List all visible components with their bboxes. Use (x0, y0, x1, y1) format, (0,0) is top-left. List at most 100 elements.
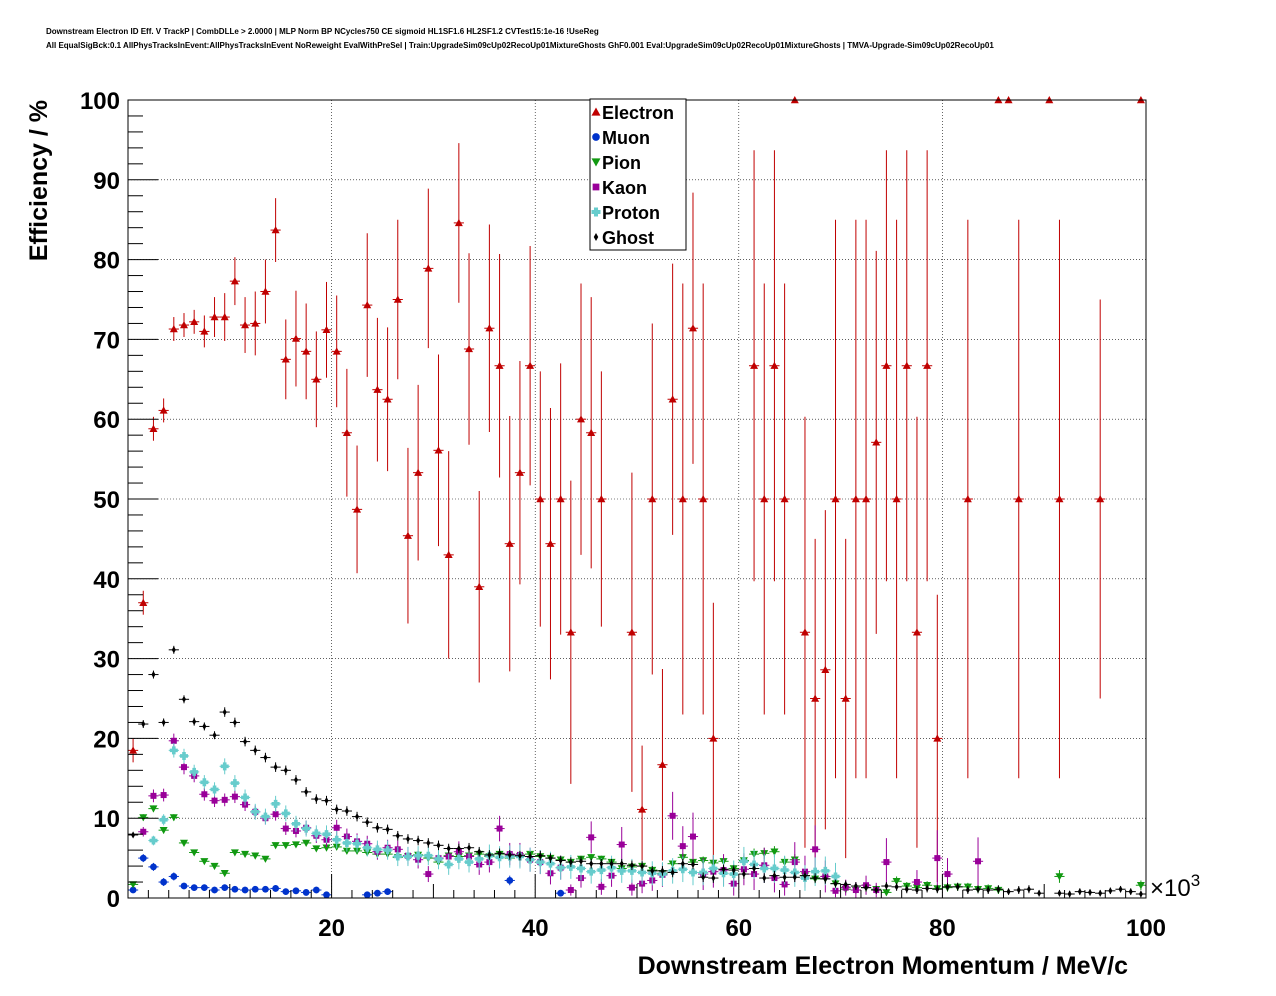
data-point (222, 708, 227, 716)
data-point (627, 628, 636, 636)
data-point (384, 888, 391, 896)
data-point (648, 495, 657, 503)
data-point (800, 628, 809, 636)
data-point (538, 852, 543, 860)
data-point (670, 868, 675, 877)
legend-label-proton: Proton (602, 203, 660, 223)
data-point (739, 857, 748, 866)
data-point (169, 325, 178, 333)
data-point (171, 646, 176, 654)
data-point (821, 665, 830, 673)
data-point (528, 852, 533, 861)
data-point (823, 875, 828, 883)
data-point (129, 886, 137, 894)
data-point (548, 854, 553, 862)
data-point (291, 334, 300, 342)
data-point (650, 867, 655, 875)
data-point (271, 842, 280, 850)
data-point (434, 446, 443, 454)
data-point (495, 361, 504, 369)
data-point (221, 884, 229, 892)
data-point (179, 321, 188, 329)
data-point (251, 885, 259, 893)
series-muon (128, 854, 566, 899)
data-point (169, 814, 178, 822)
data-point (365, 818, 370, 826)
legend-label-kaon: Kaon (602, 178, 647, 198)
data-point (770, 864, 779, 873)
data-point (688, 324, 697, 332)
series-ghost (128, 645, 1146, 898)
data-point (965, 886, 970, 894)
data-point (241, 793, 250, 802)
data-point (272, 811, 279, 818)
data-point (160, 792, 167, 799)
data-point (403, 852, 412, 861)
data-point (1088, 888, 1093, 897)
data-point (230, 277, 239, 285)
data-point (333, 824, 340, 831)
data-point (477, 848, 482, 856)
data-point (872, 438, 881, 446)
data-point (882, 361, 891, 369)
y-tick-label: 60 (93, 407, 120, 434)
data-point (577, 415, 586, 423)
data-point (843, 880, 848, 889)
data-point (1037, 889, 1042, 897)
chart-title-line-2: All EqualSigBck:0.1 AllPhysTracksInEvent… (46, 41, 994, 50)
legend-marker-electron (591, 107, 601, 116)
data-point (640, 862, 645, 870)
data-point (302, 347, 311, 355)
data-point (597, 866, 606, 875)
data-point (231, 793, 238, 800)
data-point (293, 776, 298, 784)
data-point (689, 833, 696, 840)
data-point (160, 878, 168, 886)
data-point (996, 885, 1001, 893)
data-point (1077, 888, 1082, 896)
x-tick-label: 20 (318, 915, 345, 942)
legend-label-electron: Electron (602, 103, 674, 123)
data-point (273, 763, 278, 771)
data-point (1136, 882, 1145, 890)
legend-marker-muon (592, 133, 600, 141)
data-point (355, 813, 360, 821)
data-point (638, 805, 647, 813)
data-point (241, 321, 250, 329)
data-point (332, 347, 341, 355)
data-point (190, 884, 198, 892)
data-point (159, 815, 168, 824)
data-point (566, 628, 575, 636)
data-point (802, 872, 807, 880)
data-point (220, 762, 229, 771)
data-point (141, 720, 146, 728)
x-tick-label: 60 (725, 915, 752, 942)
data-point (262, 885, 269, 893)
data-point (862, 495, 871, 503)
data-point (201, 791, 208, 798)
data-point (567, 887, 574, 894)
legend-marker-pion (591, 158, 601, 167)
data-point (342, 428, 351, 436)
data-point (780, 866, 789, 875)
data-point (202, 722, 207, 731)
data-point (220, 870, 229, 878)
data-point (831, 495, 840, 503)
data-point (363, 891, 371, 899)
data-point (131, 831, 136, 839)
data-point (589, 860, 594, 868)
data-point (129, 746, 138, 754)
data-point (272, 885, 280, 892)
data-point (291, 819, 300, 828)
data-point (414, 468, 423, 476)
legend-box (589, 98, 687, 251)
data-point (465, 858, 474, 867)
data-point (832, 887, 839, 894)
data-point (556, 863, 565, 872)
data-point (618, 841, 625, 848)
data-point (1014, 495, 1023, 503)
data-point (741, 870, 746, 878)
data-point (210, 862, 219, 871)
data-point (1006, 888, 1011, 896)
